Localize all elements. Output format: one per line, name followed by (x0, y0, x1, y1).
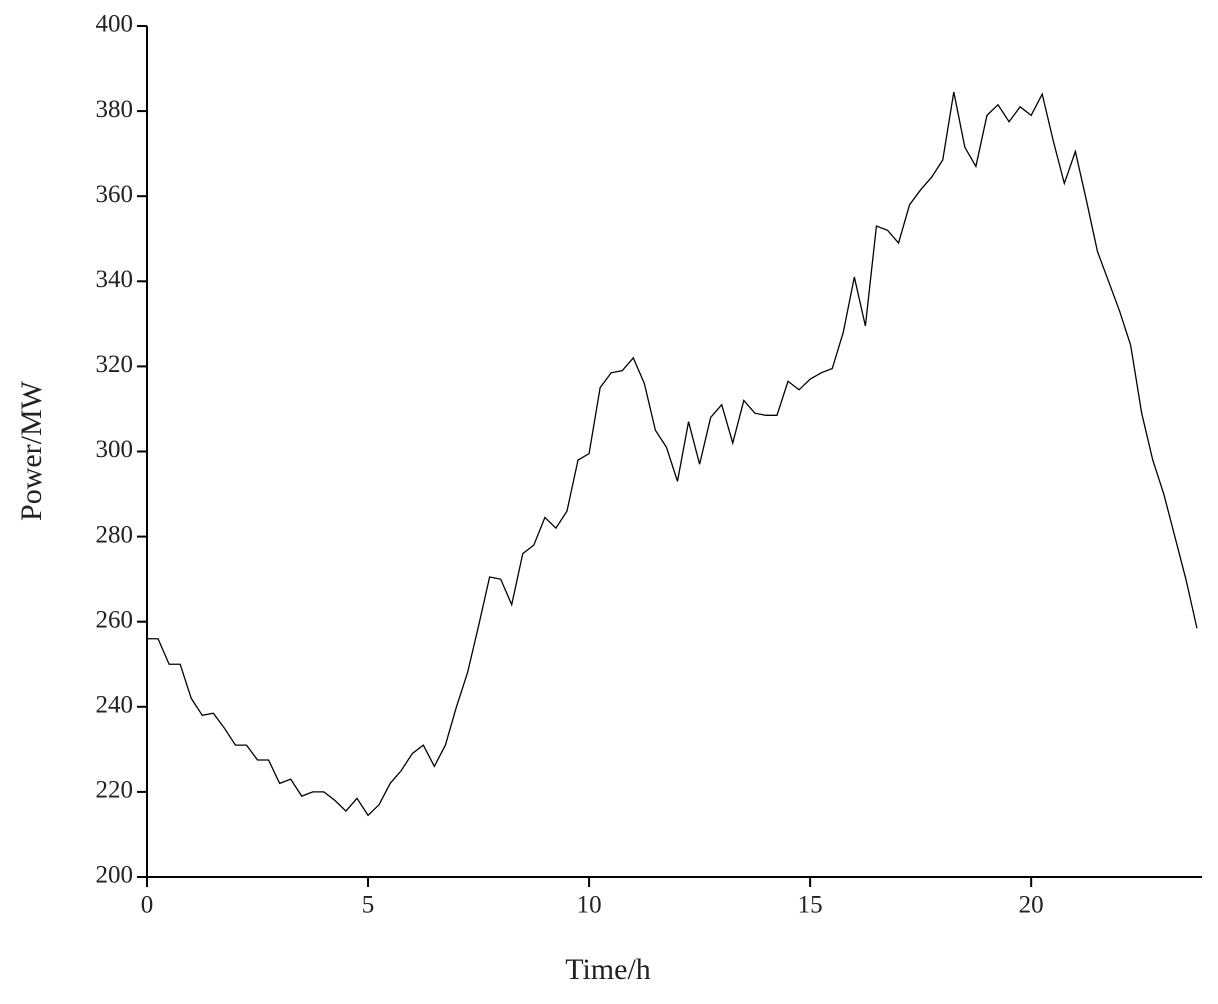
y-tick-label: 320 (96, 351, 134, 378)
x-axis-label: Time/h (565, 953, 651, 986)
y-tick-label: 360 (96, 181, 134, 208)
x-tick-label: 20 (1019, 892, 1044, 919)
y-tick-label: 340 (96, 266, 134, 293)
y-tick-label: 280 (96, 521, 134, 548)
y-tick-label: 200 (96, 862, 134, 889)
x-tick-label: 0 (141, 892, 154, 919)
y-tick-label: 300 (96, 436, 134, 463)
x-tick-label: 5 (362, 892, 375, 919)
x-tick-label: 10 (577, 892, 602, 919)
y-tick-label: 400 (96, 11, 134, 38)
x-tick-label: 15 (798, 892, 823, 919)
line (147, 91, 1198, 817)
y-axis-label: Power/MW (15, 380, 48, 521)
y-tick-label: 260 (96, 606, 134, 633)
y-tick-label: 380 (96, 96, 134, 123)
y-tick-label: 220 (96, 777, 134, 804)
y-tick-label: 240 (96, 692, 134, 719)
